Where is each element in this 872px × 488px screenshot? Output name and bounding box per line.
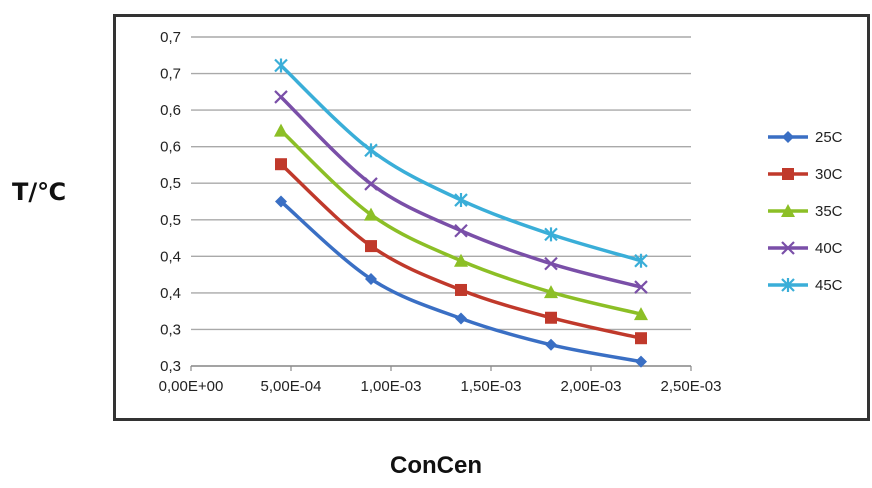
- legend-label: 45C: [815, 277, 843, 294]
- data-point-45C: [274, 58, 288, 73]
- data-point-45C: [454, 193, 468, 208]
- chart-frame: 0,3 0,3 0,4 0,4 0,5 0,5 0,6 0,6 0,7 0,7 0,00E+00 5,…: [113, 14, 870, 421]
- legend-label: 25C: [815, 129, 843, 146]
- legend-label: 30C: [815, 166, 843, 183]
- legend-label: 40C: [815, 240, 843, 257]
- legend-marker-30C: [782, 168, 794, 180]
- data-point-25C: [455, 312, 467, 325]
- data-point-40C: [544, 256, 558, 271]
- y-tick-label: 0,6: [160, 139, 181, 156]
- data-point-30C: [635, 332, 647, 345]
- x-tick-label: 0,00E+00: [159, 378, 224, 395]
- legend-marker-45C: [781, 278, 795, 292]
- data-point-40C: [274, 90, 288, 104]
- y-tick-label: 0,4: [160, 248, 181, 265]
- data-point-45C: [544, 227, 558, 242]
- data-point-45C: [364, 143, 378, 158]
- data-point-35C: [454, 253, 468, 267]
- data-point-25C: [365, 272, 377, 285]
- x-axis-title: ConCen: [390, 452, 482, 479]
- legend-marker-25C: [782, 131, 794, 143]
- data-point-30C: [545, 311, 557, 324]
- data-point-35C: [274, 123, 288, 137]
- y-tick-label: 0,3: [160, 358, 181, 375]
- data-point-40C: [454, 223, 468, 238]
- y-axis-title: T/℃: [12, 178, 67, 206]
- y-tick-label: 0,5: [160, 175, 181, 192]
- x-tick-label: 2,50E-03: [661, 378, 722, 395]
- data-point-25C: [635, 355, 647, 368]
- data-point-30C: [275, 158, 287, 171]
- x-tick-label: 5,00E-04: [261, 378, 322, 395]
- x-tick-label: 1,50E-03: [461, 378, 522, 395]
- data-point-40C: [634, 280, 648, 294]
- data-point-30C: [455, 283, 467, 296]
- y-tick-label: 0,6: [160, 102, 181, 119]
- x-tick-label: 2,00E-03: [561, 378, 622, 395]
- data-point-30C: [365, 240, 377, 253]
- y-tick-label: 0,5: [160, 212, 181, 229]
- data-point-25C: [545, 338, 557, 351]
- data-point-35C: [544, 285, 558, 299]
- series-line-25C: [279, 200, 642, 364]
- series-line-45C: [279, 64, 642, 263]
- data-point-35C: [364, 207, 378, 221]
- series-line-40C: [279, 95, 642, 289]
- x-tick-label: 1,00E-03: [361, 378, 422, 395]
- y-tick-label: 0,7: [160, 29, 181, 46]
- legend-marker-40C: [781, 241, 795, 255]
- legend-label: 35C: [815, 203, 843, 220]
- y-tick-label: 0,7: [160, 66, 181, 83]
- y-tick-label: 0,4: [160, 285, 181, 302]
- legend-marker-35C: [781, 204, 795, 217]
- data-point-45C: [634, 253, 648, 268]
- data-point-40C: [364, 177, 378, 191]
- y-tick-label: 0,3: [160, 321, 181, 338]
- data-point-35C: [634, 307, 648, 321]
- series-line-35C: [279, 129, 642, 316]
- chart-svg: 0,3 0,3 0,4 0,4 0,5 0,5 0,6 0,6 0,7 0,7 0,00E+00 5,…: [159, 29, 843, 395]
- data-point-25C: [275, 195, 287, 208]
